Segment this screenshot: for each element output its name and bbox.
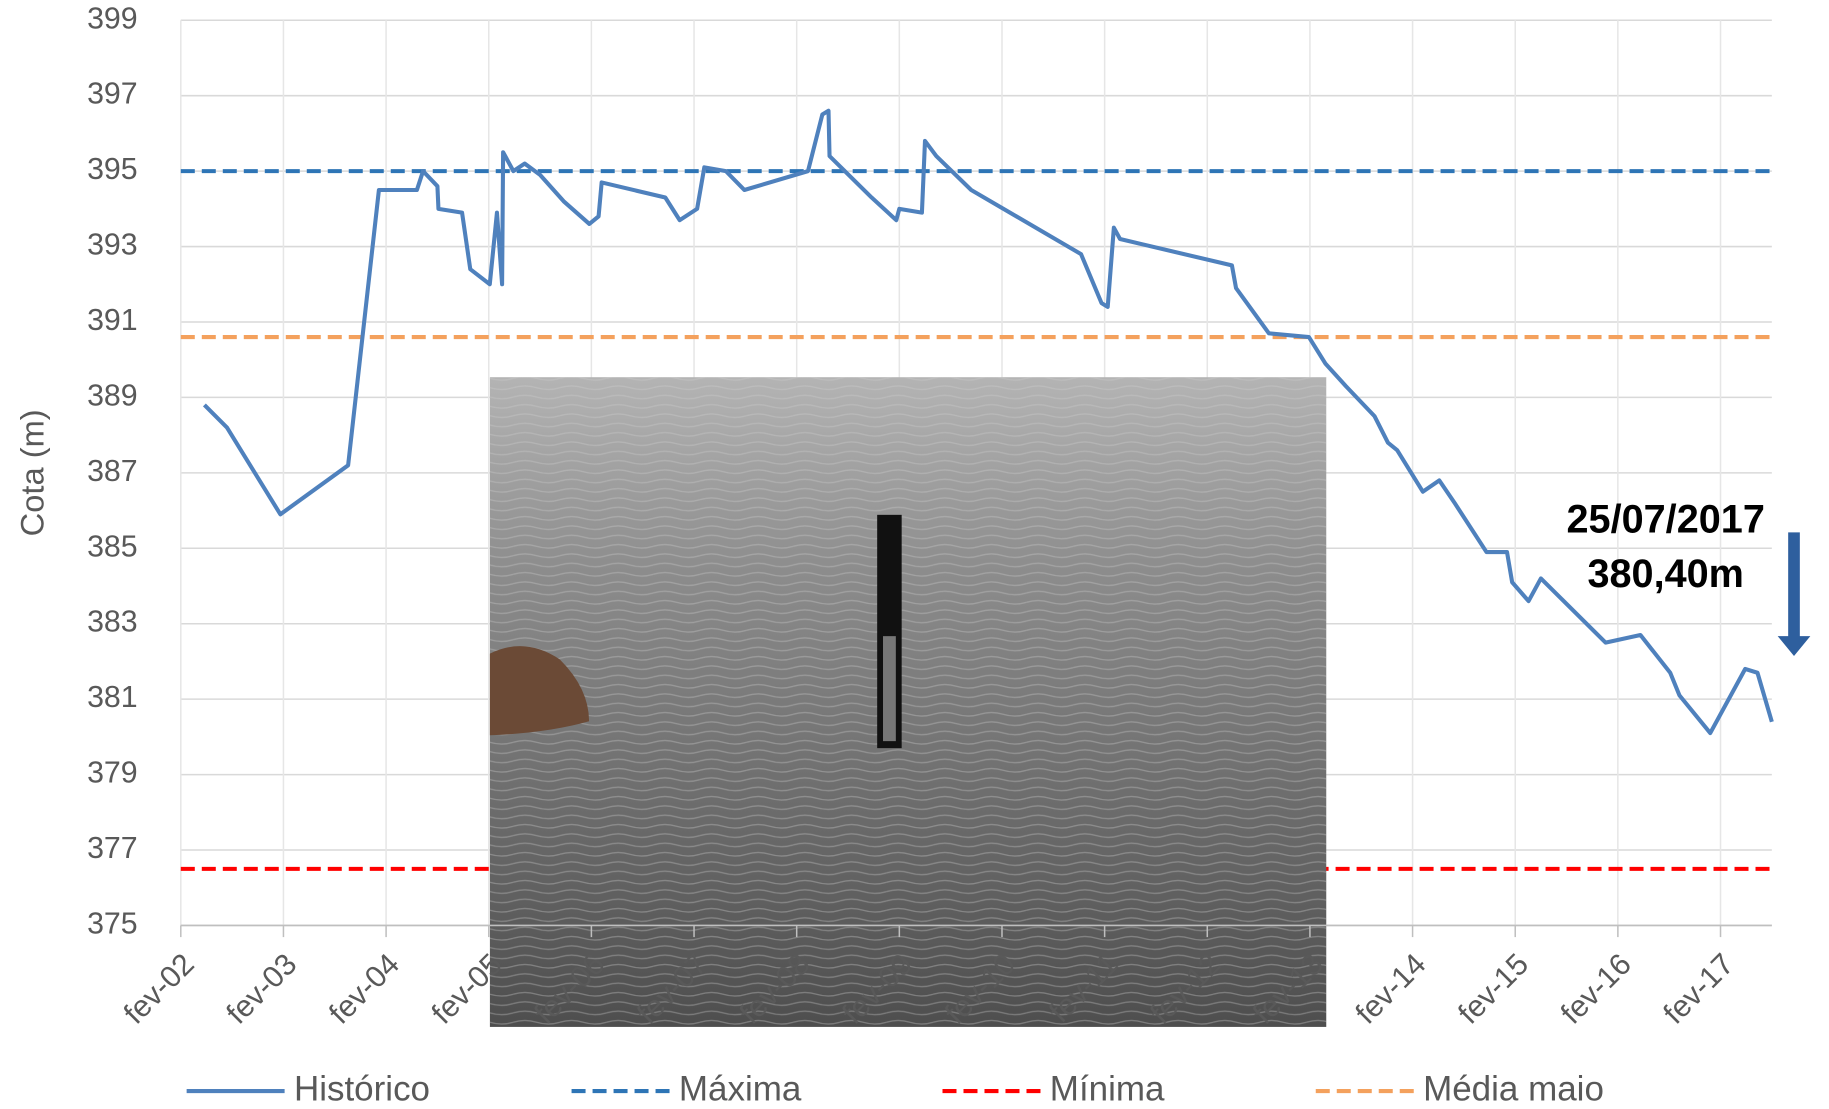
annotation-date: 25/07/2017 (1566, 497, 1764, 541)
x-tick-label: fev-03 (220, 948, 303, 1031)
legend: Histórico Máxima Mínima Média maio (187, 1069, 1604, 1108)
y-tick-label: 375 (87, 907, 138, 940)
y-tick-label: 387 (87, 455, 138, 488)
y-tick-label: 391 (87, 304, 138, 337)
x-tick-label: fev-16 (1555, 948, 1638, 1031)
y-tick-label: 399 (87, 2, 138, 35)
photo (490, 377, 1326, 1027)
x-tick-label: fev-04 (323, 948, 406, 1031)
annotation-arrow (1778, 532, 1811, 656)
legend-label: Média maio (1423, 1069, 1604, 1108)
y-tick-label: 393 (87, 229, 138, 262)
y-tick-label: 383 (87, 606, 138, 639)
x-tick-label: fev-14 (1350, 948, 1433, 1031)
y-tick-label: 385 (87, 530, 138, 563)
y-tick-label: 377 (87, 832, 138, 865)
x-tick-label: fev-15 (1452, 948, 1535, 1031)
photo-gauge-scale (883, 636, 896, 741)
photo-waves (490, 377, 1326, 1027)
annotation-value: 380,40m (1587, 552, 1744, 596)
y-tick-label: 381 (87, 681, 138, 714)
y-tick-label: 395 (87, 153, 138, 186)
y-axis-label: Cota (m) (14, 409, 51, 536)
legend-label: Histórico (294, 1069, 430, 1108)
legend-label: Máxima (679, 1069, 802, 1108)
y-tick-label: 389 (87, 379, 138, 412)
page: {"chart_data": {"type": "line", "y_label… (0, 0, 1829, 1109)
y-tick-label: 397 (87, 78, 138, 111)
x-tick-label: fev-02 (118, 948, 201, 1031)
legend-label: Mínima (1050, 1069, 1165, 1108)
x-tick-label: fev-17 (1658, 948, 1741, 1031)
y-tick-label: 379 (87, 757, 138, 790)
chart: 375 377 379 381 383 385 387 389 391 393 395 397 399 f… (0, 0, 1829, 1109)
